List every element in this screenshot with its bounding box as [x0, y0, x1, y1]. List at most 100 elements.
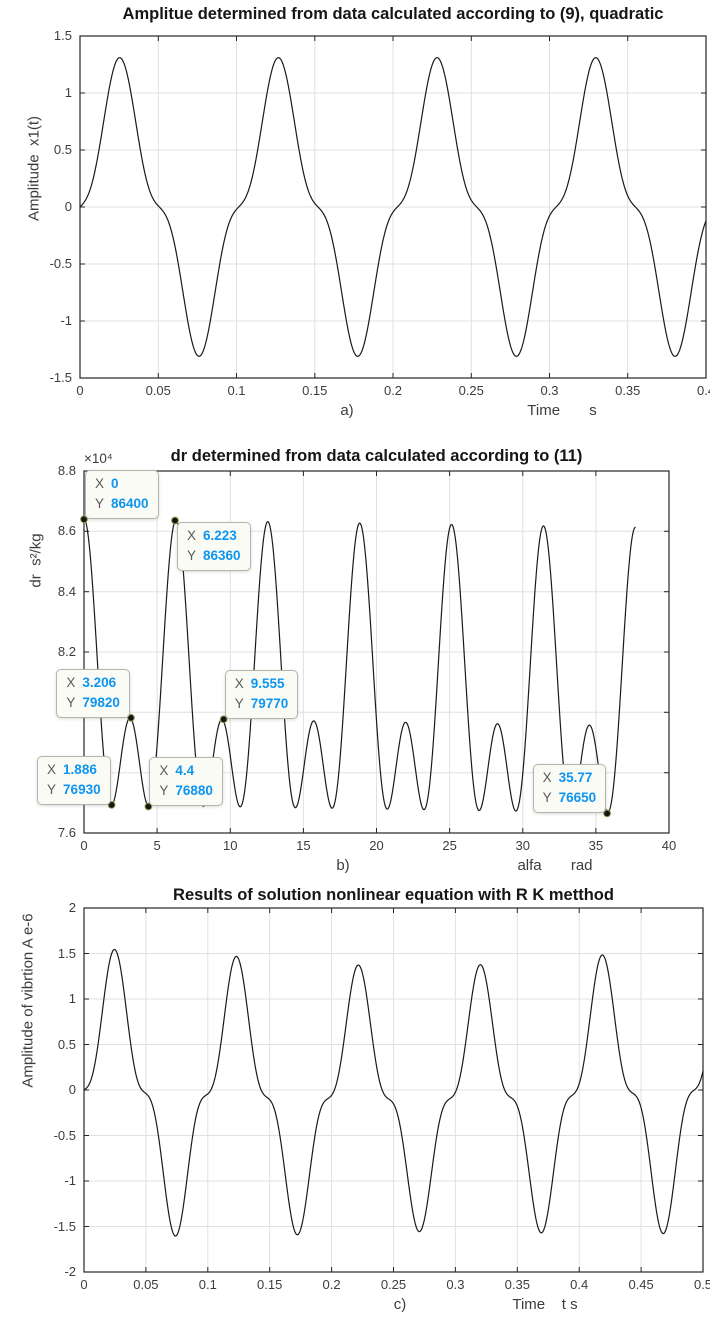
grid-lines-a — [80, 36, 706, 378]
chart-a-title: Amplitue determined from data calculated… — [122, 5, 664, 23]
datatip-x-key: X — [66, 674, 76, 690]
datatip-y-value: 79820 — [82, 694, 120, 710]
datatip-x-row: X 3.206 — [66, 673, 120, 693]
chart-b-xlabel: alfa rad — [517, 857, 593, 874]
datatip-x-value: 4.4 — [175, 763, 195, 779]
datatip[interactable]: X 3.206 Y 79820 — [56, 668, 130, 718]
datatip-y-row: Y 76880 — [159, 781, 213, 801]
datatip-y-value: 86400 — [111, 496, 149, 512]
datatip-x-row: X 9.555 — [235, 674, 289, 694]
y-tick-label: 8.6 — [57, 523, 76, 539]
datatip-y-value: 86360 — [203, 548, 241, 564]
y-tick-label: 1.5 — [53, 28, 72, 43]
datatip-y-key: Y — [542, 790, 552, 806]
datatip-y-row: Y 86400 — [95, 494, 149, 514]
datatip-y-value: 76880 — [175, 783, 213, 799]
x-tick-label: 0.05 — [145, 383, 171, 398]
chart-b-y-exponent-label: ×10⁴ — [84, 451, 113, 466]
x-tick-label: 10 — [223, 838, 238, 853]
datatip-y-row: Y 79820 — [66, 693, 120, 713]
x-tick-label: 0.25 — [380, 1277, 407, 1292]
x-tick-label: 0.15 — [302, 383, 328, 398]
datatip[interactable]: X 1.886 Y 76930 — [37, 755, 111, 805]
y-tick-label: -2 — [64, 1264, 76, 1279]
datatip-y-key: Y — [234, 696, 244, 712]
datatip-y-value: 79770 — [250, 696, 289, 712]
datatip-x-value: 1.886 — [63, 761, 97, 777]
y-tick-label: 0 — [64, 199, 72, 214]
signal-curve-c[interactable] — [83, 948, 704, 1237]
datatip-x-value: 6.223 — [203, 528, 237, 544]
datatip-x-value: 35.77 — [558, 770, 593, 786]
y-tick-label: -1 — [64, 1173, 76, 1188]
x-tick-label: 0 — [80, 1277, 88, 1292]
datatip-x-key: X — [187, 528, 197, 544]
datatip[interactable]: X 35.77 Y 76650 — [532, 764, 607, 814]
y-tick-label: 8.2 — [57, 644, 76, 659]
x-tick-label: 0.3 — [540, 383, 559, 398]
x-tick-label: 35 — [588, 838, 604, 853]
datatip-x-key: X — [234, 676, 244, 692]
x-tick-label: 0 — [76, 383, 84, 398]
grid-lines-c — [84, 908, 703, 1272]
datatip-y-key: Y — [159, 783, 169, 799]
x-tick-label: 0.4 — [570, 1277, 589, 1292]
y-tick-label: 7.6 — [57, 825, 76, 840]
signal-curve-a[interactable] — [79, 57, 707, 357]
y-tick-label: -0.5 — [53, 1127, 76, 1143]
y-tick-label: 1 — [64, 85, 72, 100]
y-tick-label: 8.4 — [57, 583, 76, 599]
datatip-x-value: 3.206 — [82, 674, 117, 690]
datatip-x-value: 0 — [111, 476, 119, 492]
y-tick-label: 8.8 — [57, 463, 76, 478]
x-tick-label: 25 — [442, 838, 457, 853]
x-tick-label: 15 — [296, 838, 311, 853]
chart-c-title: Results of solution nonlinear equation w… — [173, 886, 614, 904]
datatip-x-key: X — [159, 763, 169, 779]
x-tick-label: 0.35 — [504, 1277, 530, 1292]
datatip-x-row: X 1.886 — [47, 760, 101, 780]
datatip-x-value: 9.555 — [250, 676, 285, 692]
datatip-y-value: 76930 — [63, 781, 101, 797]
datatip-y-value: 76650 — [558, 790, 597, 806]
y-tick-label: -1 — [60, 313, 72, 328]
x-tick-label: 40 — [661, 838, 677, 853]
chart-a-panel-label: a) — [340, 402, 354, 419]
chart-c-xlabel: Time t s — [512, 1296, 578, 1313]
chart-c-panel-label: c) — [393, 1296, 407, 1313]
axes-box-b — [83, 470, 670, 834]
datatip-x-key: X — [47, 761, 57, 777]
datatip[interactable]: X 4.4 Y 76880 — [149, 757, 223, 807]
chart-b-title: dr determined from data calculated accor… — [170, 447, 583, 465]
x-tick-label: 5 — [153, 838, 161, 853]
y-tick-label: 0.5 — [53, 142, 72, 157]
datatip-y-row: Y 86360 — [187, 546, 241, 566]
datatip-x-key: X — [95, 476, 105, 492]
datatip-y-key: Y — [95, 496, 105, 512]
datatip[interactable]: X 0 Y 86400 — [85, 470, 159, 520]
datatip-x-key: X — [542, 770, 552, 786]
x-tick-label: 0.45 — [628, 1277, 654, 1292]
y-tick-label: 1.5 — [57, 945, 76, 961]
x-tick-label: 0.05 — [133, 1277, 159, 1292]
x-tick-label: 0.3 — [446, 1277, 465, 1292]
y-tick-label: 0.5 — [57, 1036, 76, 1052]
x-tick-label: 0.25 — [458, 383, 484, 398]
datatip-y-row: Y 76650 — [543, 788, 597, 808]
datatip-y-row: Y 76930 — [47, 780, 101, 800]
datatip[interactable]: X 6.223 Y 86360 — [177, 522, 251, 572]
x-tick-label: 20 — [369, 838, 384, 853]
x-tick-label: 0.35 — [615, 383, 641, 398]
datatip[interactable]: X 9.555 Y 79770 — [224, 670, 299, 720]
y-tick-label: 2 — [68, 900, 76, 915]
datatip-y-key: Y — [187, 548, 197, 564]
chart-b-panel-label: b) — [336, 857, 350, 874]
y-tick-label: -1.5 — [53, 1218, 76, 1234]
datatip-y-row: Y 79770 — [235, 694, 289, 714]
tick-marks-c — [83, 907, 704, 1273]
x-tick-label: 0.5 — [693, 1277, 710, 1292]
chart-a-xlabel: Time s — [527, 402, 597, 419]
